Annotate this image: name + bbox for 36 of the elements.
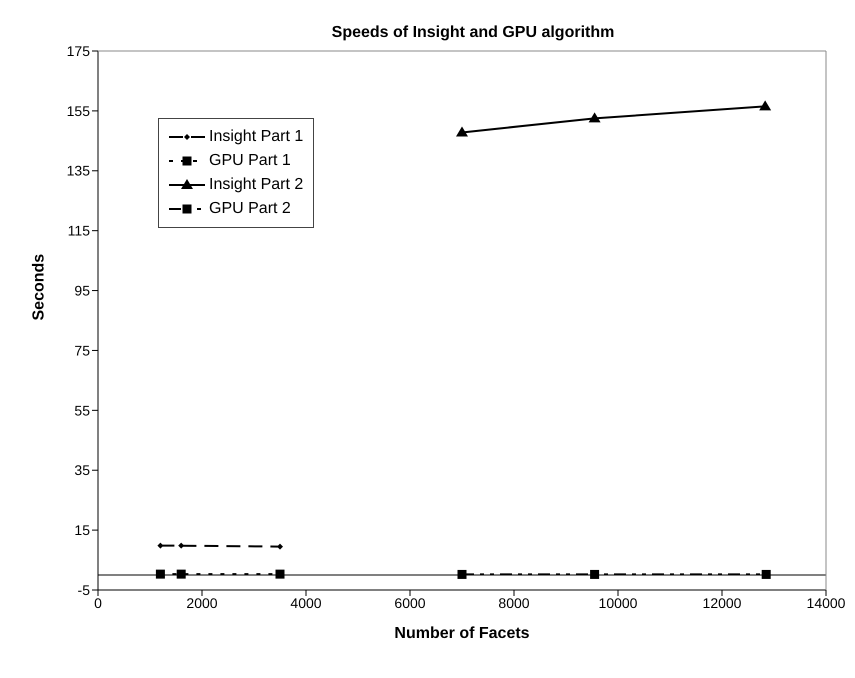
chart-title: Speeds of Insight and GPU algorithm <box>330 24 616 42</box>
point <box>588 112 601 122</box>
point <box>276 570 284 579</box>
x-tick-label: 0 <box>94 594 102 611</box>
y-tick-label: 95 <box>74 282 90 299</box>
point <box>156 570 165 579</box>
point <box>759 100 772 110</box>
x-tick-label: 14000 <box>806 594 846 611</box>
point <box>762 570 771 579</box>
point <box>456 126 468 136</box>
x-tick-label: 2000 <box>186 594 218 611</box>
point <box>590 570 600 579</box>
y-tick-label: 55 <box>74 402 90 418</box>
x-tick-label: 12000 <box>702 594 742 611</box>
y-tick-label: 155 <box>66 102 90 119</box>
point <box>157 542 164 549</box>
point <box>277 544 283 550</box>
point <box>176 570 186 579</box>
legend-label: GPU Part 2 <box>209 199 291 219</box>
point <box>458 570 466 579</box>
x-tick-label: 6000 <box>394 594 426 611</box>
y-tick-label: 135 <box>66 162 90 179</box>
legend-label: Insight Part 1 <box>209 127 304 147</box>
x-tick-label: 8000 <box>498 594 530 611</box>
x-tick-label: 4000 <box>290 594 322 611</box>
y-tick-label: 175 <box>66 42 90 59</box>
x-tick-label: 10000 <box>598 594 638 611</box>
y-tick-label: -5 <box>78 582 90 598</box>
y-tick-label: 115 <box>68 222 90 239</box>
legend-label: Insight Part 2 <box>209 175 304 195</box>
legend-label: GPU Part 1 <box>209 151 291 171</box>
x-axis-title: Number of Facets <box>394 625 530 642</box>
y-tick-label: 15 <box>74 522 90 538</box>
y-axis-title: Seconds <box>30 254 48 320</box>
y-tick-label: 75 <box>74 342 90 358</box>
y-tick-label: 35 <box>74 462 90 478</box>
